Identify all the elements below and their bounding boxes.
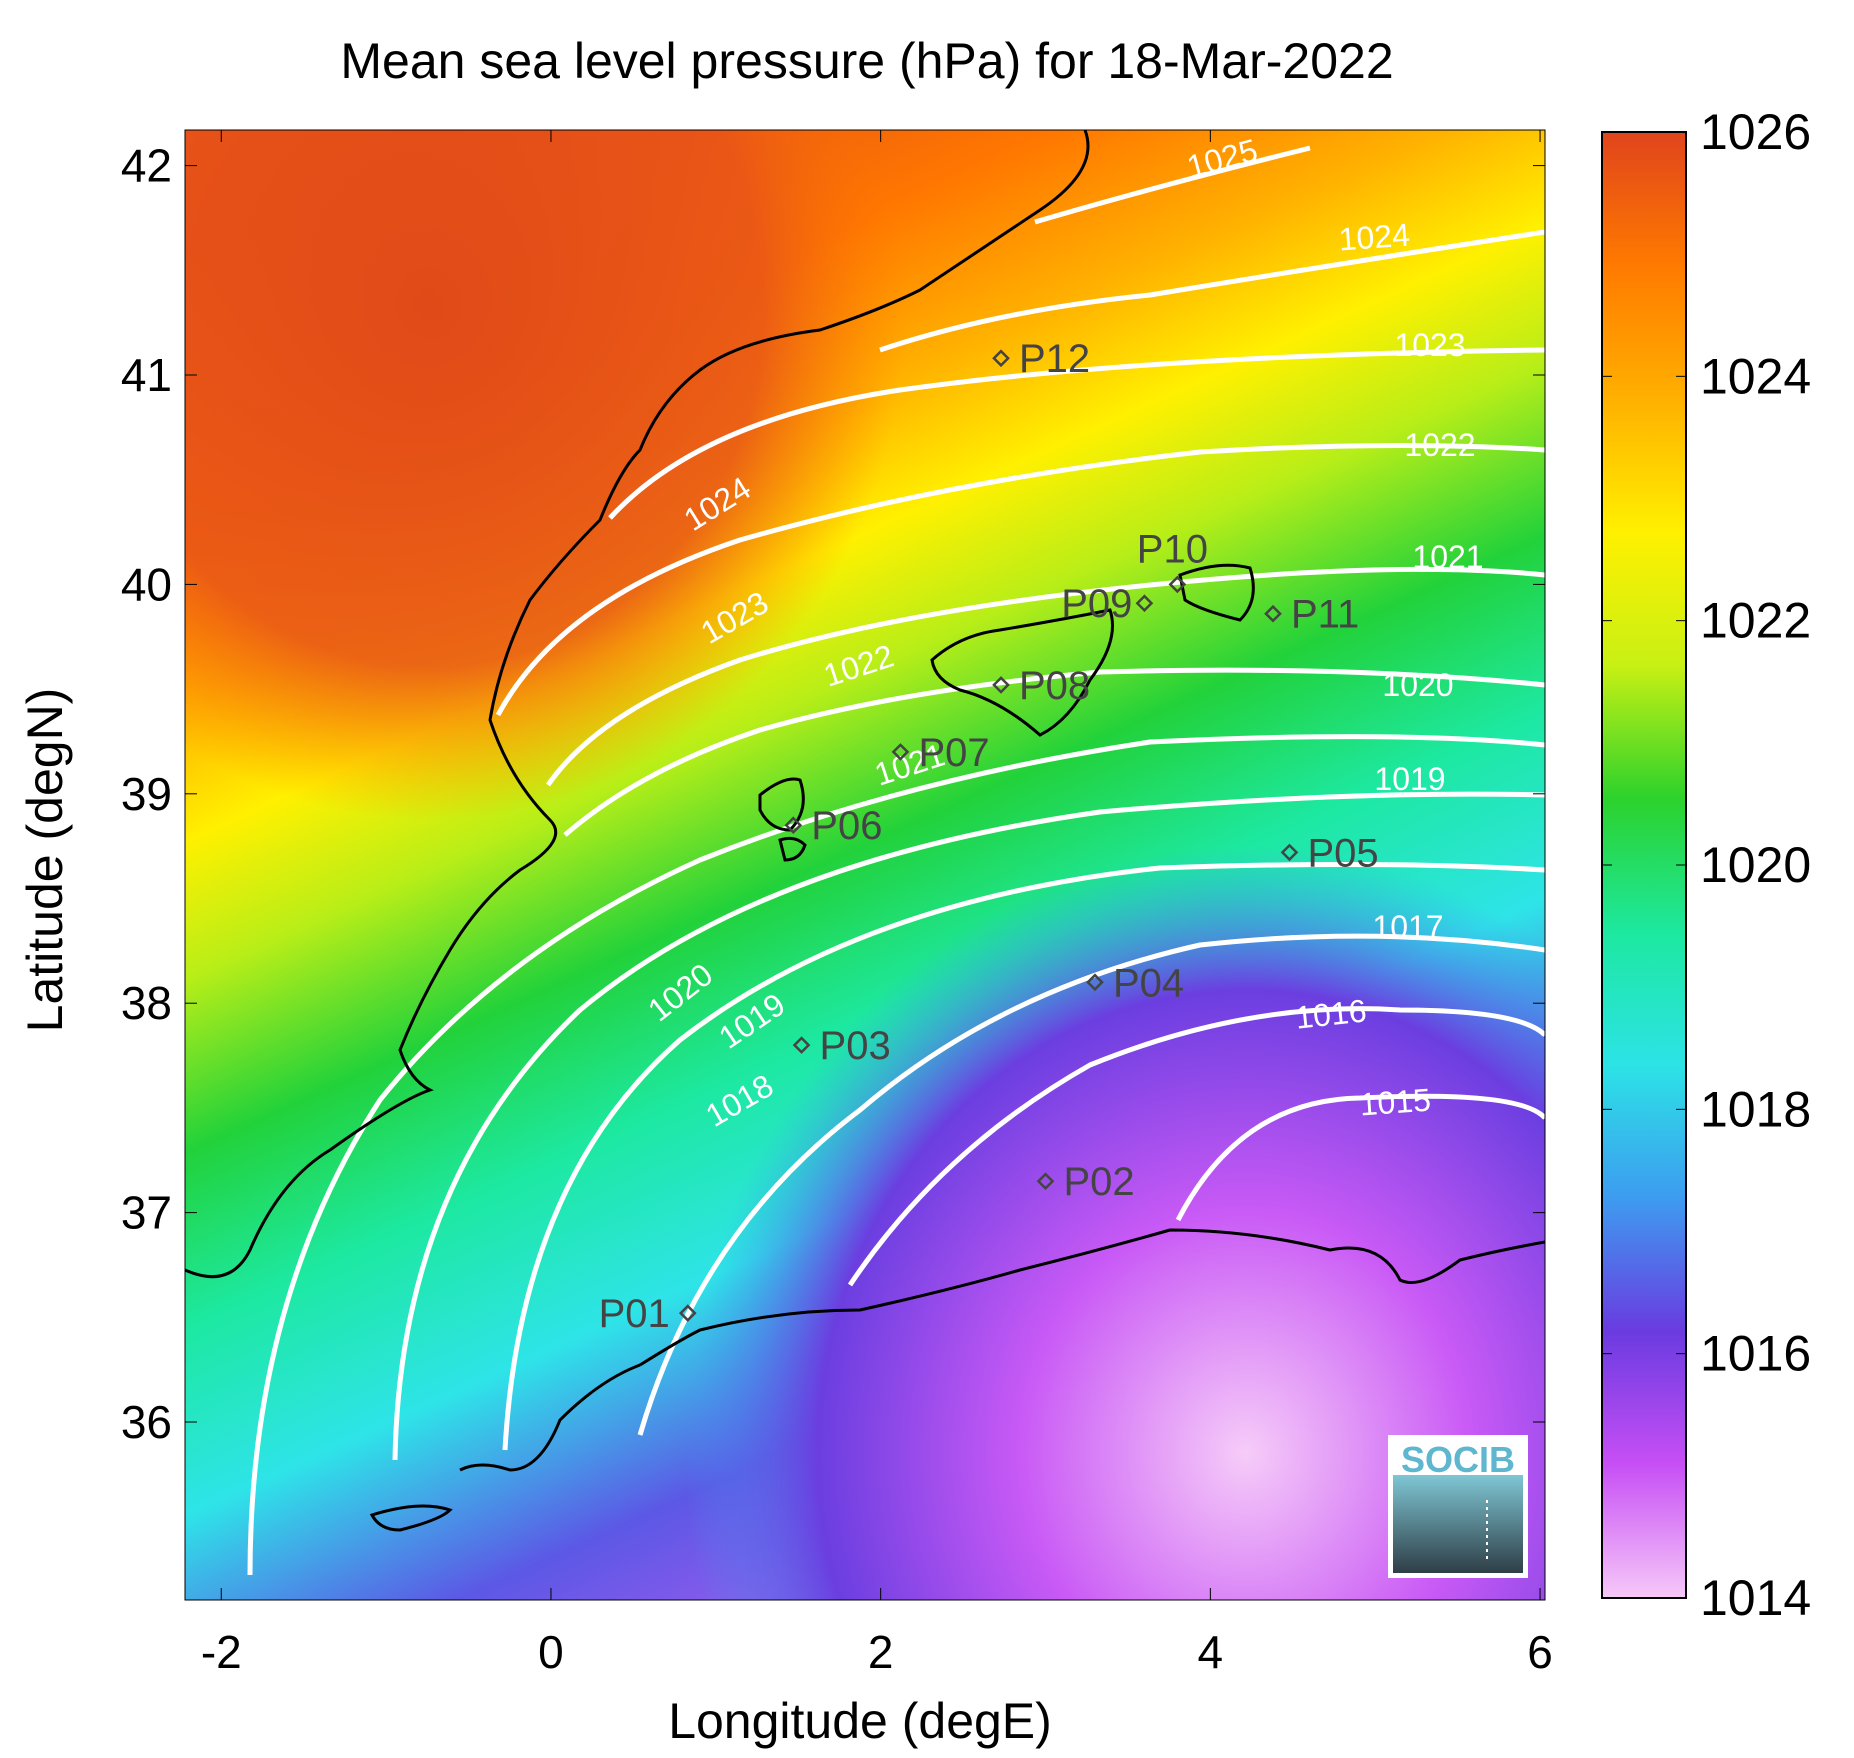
plot-frame (184, 129, 1546, 1601)
isobar-line (1034, 145, 1311, 225)
station-label: P04 (1113, 961, 1184, 1005)
x-tick-label: -2 (201, 1626, 242, 1678)
isobar-label: 1015 (1358, 1082, 1432, 1123)
colorbar-tick-label: 1018 (1700, 1081, 1811, 1137)
y-tick-label: 36 (121, 1396, 172, 1448)
map-plot-area: 1015101610171018101910201021102210231024… (185, 130, 1545, 1600)
isobar-label: 1020 (1382, 667, 1453, 703)
coastline-segment (369, 1504, 453, 1532)
isobar-label: 1019 (1374, 761, 1445, 797)
station-label: P06 (811, 804, 882, 848)
island-outline (758, 777, 805, 832)
isobar-label: 1024 (1337, 217, 1411, 258)
station-marker (784, 816, 803, 835)
station-marker (992, 676, 1010, 694)
logo-text: SOCIB (1401, 1439, 1515, 1480)
island-outline (930, 608, 1114, 737)
x-tick-label: 4 (1198, 1626, 1224, 1678)
station-label: P09 (1061, 582, 1132, 626)
station-label: P11 (1291, 593, 1359, 637)
station-label: P02 (1064, 1160, 1135, 1204)
station-marker (1264, 604, 1282, 623)
colorbar-tick-label: 1020 (1700, 837, 1811, 893)
isobar-line (847, 1006, 1545, 1287)
isobar-line (247, 734, 1545, 1576)
coastline (185, 130, 1545, 1532)
island-outline (1178, 563, 1255, 622)
colorbar-ticks: 1014 1016 1018 1020 1022 1024 1026 (1602, 104, 1811, 1626)
coastline-segment (459, 1363, 641, 1472)
y-tick-label: 39 (121, 768, 172, 820)
chart-title: Mean sea level pressure (hPa) for 18-Mar… (340, 33, 1393, 89)
station-marker (891, 743, 910, 761)
isobar-line (495, 442, 1545, 717)
y-tick-label: 42 (121, 140, 172, 192)
y-axis-ticks: 36 37 38 39 40 41 42 (121, 140, 1545, 1448)
y-axis-label: Latitude (degN) (17, 688, 73, 1033)
isobar-label: 1017 (1372, 909, 1443, 945)
station-marker (678, 1304, 697, 1322)
station-marker (1280, 843, 1299, 862)
isobar-line (1175, 1093, 1545, 1222)
island-outline (778, 836, 807, 862)
y-tick-label: 41 (121, 349, 172, 401)
y-tick-label: 37 (121, 1187, 172, 1239)
station-label: P03 (820, 1024, 891, 1068)
socib-logo: SOCIB (1388, 1435, 1528, 1578)
isobar-label: 1022 (1404, 427, 1475, 463)
isobar-line (392, 791, 1545, 1461)
station-marker (1086, 973, 1104, 992)
y-tick-label: 38 (121, 977, 172, 1029)
isobar-line (608, 347, 1545, 520)
isobar-line (502, 861, 1545, 1451)
x-axis-ticks: -2 0 2 4 6 (201, 130, 1553, 1678)
station-label: P01 (599, 1292, 670, 1336)
isobar-contours: 1015101610171018101910201021102210231024… (247, 132, 1545, 1576)
station-label: P05 (1307, 831, 1378, 875)
station-marker (1036, 1172, 1055, 1191)
colorbar-tick-label: 1014 (1700, 1570, 1811, 1626)
station-label: P08 (1019, 664, 1090, 708)
station-label: P10 (1137, 527, 1208, 571)
isobar-label: 1021 (1412, 539, 1483, 575)
isobar-line (879, 229, 1545, 353)
isobar-label: 1016 (1294, 992, 1369, 1035)
coastline-segment (185, 130, 1090, 1279)
colorbar-bar (1601, 131, 1687, 1599)
x-tick-label: 2 (868, 1626, 894, 1678)
isobar-line (637, 933, 1545, 1436)
station-marker (992, 349, 1010, 368)
isobar-label: 1023 (1394, 327, 1465, 363)
colorbar: 1014 1016 1018 1020 1022 1024 1026 (1601, 104, 1811, 1626)
x-tick-label: 6 (1527, 1626, 1553, 1678)
station-label: P07 (918, 731, 989, 775)
station-marker (1168, 575, 1187, 594)
colorbar-tick-label: 1016 (1700, 1326, 1811, 1382)
y-tick-label: 40 (121, 558, 172, 610)
station-marker (1135, 594, 1154, 613)
isobar-line (545, 566, 1545, 787)
x-tick-label: 0 (538, 1626, 564, 1678)
isobar-line (563, 667, 1545, 837)
colorbar-tick-label: 1024 (1700, 348, 1811, 404)
colorbar-tick-label: 1026 (1700, 104, 1811, 160)
colorbar-tick-label: 1022 (1700, 593, 1811, 649)
coastline-segment (639, 1228, 1545, 1367)
x-axis-label: Longitude (degE) (668, 1693, 1052, 1749)
station-label: P12 (1019, 337, 1090, 381)
station-marker (792, 1036, 811, 1054)
